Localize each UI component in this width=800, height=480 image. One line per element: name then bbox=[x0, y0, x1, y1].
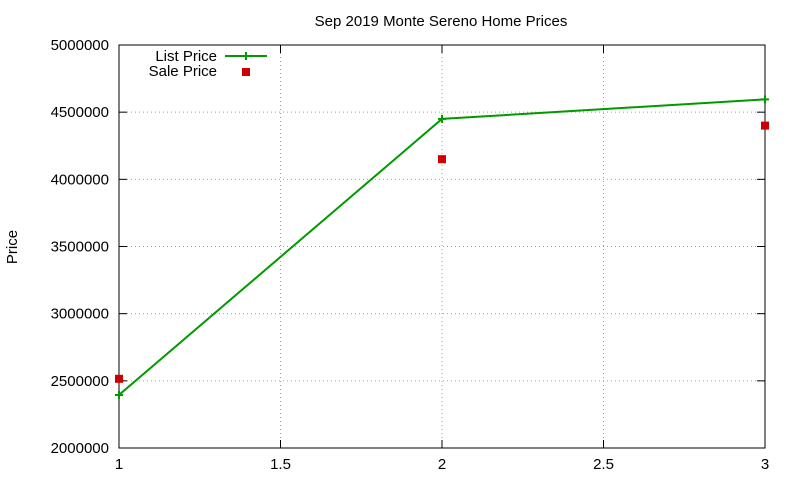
series-line-list-price bbox=[118, 98, 766, 396]
y-tick-label: 3000000 bbox=[51, 306, 109, 323]
legend-label-sale-price: Sale Price bbox=[149, 63, 217, 80]
list-price-point bbox=[115, 390, 123, 399]
y-tick-label: 4000000 bbox=[51, 171, 109, 188]
sale-price-point bbox=[115, 374, 123, 383]
legend: List Price Sale Price bbox=[149, 48, 267, 80]
legend-marker-list-price bbox=[242, 52, 250, 60]
y-tick-label: 4500000 bbox=[51, 104, 109, 121]
y-tick-label: 2000000 bbox=[51, 440, 109, 457]
sale-price-point bbox=[761, 121, 769, 130]
x-tick-label: 1 bbox=[115, 456, 123, 473]
x-tick-label: 3 bbox=[761, 456, 769, 473]
legend-label-list-price: List Price bbox=[155, 48, 217, 65]
y-tick-label: 5000000 bbox=[51, 37, 109, 54]
list-price-point bbox=[761, 95, 769, 104]
x-tick-label: 1.5 bbox=[270, 456, 291, 473]
list-price-point bbox=[438, 114, 446, 123]
x-tick-labels: 1 1.5 2 2.5 3 bbox=[115, 456, 769, 473]
series-layer bbox=[115, 95, 769, 399]
y-tick-label: 2500000 bbox=[51, 373, 109, 390]
chart-title: Sep 2019 Monte Sereno Home Prices bbox=[315, 13, 568, 30]
y-tick-label: 3500000 bbox=[51, 239, 109, 256]
y-tick-labels: 2000000 2500000 3000000 3500000 4000000 45000… bbox=[51, 37, 109, 457]
x-tick-label: 2.5 bbox=[593, 456, 614, 473]
x-tick-label: 2 bbox=[438, 456, 446, 473]
legend-marker-sale-price bbox=[242, 68, 250, 76]
tick-marks bbox=[118, 44, 766, 449]
y-axis-label: Price bbox=[4, 230, 21, 264]
sale-price-point bbox=[438, 155, 446, 164]
